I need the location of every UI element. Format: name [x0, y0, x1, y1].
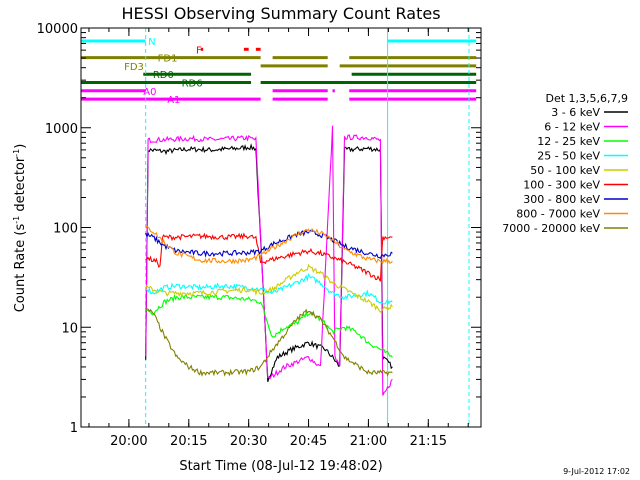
x-tick-label: 20:00	[110, 434, 147, 449]
series-line	[145, 143, 393, 382]
flag-label: F	[196, 45, 202, 56]
legend-label: 300 - 800 keV	[523, 193, 600, 206]
flag-labels: N F FD1 FD3 RD0 RD6 A0 A1	[124, 37, 203, 106]
series-line	[145, 273, 393, 305]
series-line	[145, 263, 393, 313]
y-tick-label: 10000	[37, 22, 78, 37]
timestamp: 9-Jul-2012 17:02	[563, 467, 630, 476]
y-label-exp1: -1	[12, 216, 21, 224]
y-label-exp2: -1	[12, 149, 21, 157]
flag-label: RD6	[182, 79, 203, 90]
flag-label: A1	[167, 95, 180, 106]
y-tick-label: 1000	[45, 122, 78, 137]
flag-label: FD3	[124, 62, 144, 73]
x-tick-label: 20:30	[230, 434, 267, 449]
x-tick-label: 21:15	[410, 434, 447, 449]
y-axis-label: Count Rate (s-1 detector-1)	[12, 144, 28, 313]
legend-label: 6 - 12 keV	[544, 121, 600, 134]
legend-label: 12 - 25 keV	[537, 135, 600, 148]
legend-label: 3 - 6 keV	[551, 106, 600, 119]
legend-label: 50 - 100 keV	[530, 164, 600, 177]
series-line	[145, 232, 393, 282]
x-axis-label: Start Time (08-Jul-12 19:48:02)	[179, 459, 382, 474]
series-layer	[145, 125, 393, 396]
y-label-end: )	[13, 144, 28, 149]
flag-label: A0	[143, 87, 156, 98]
flag-label: RD0	[153, 70, 174, 81]
series-line	[145, 225, 393, 265]
legend-label: 7000 - 20000 keV	[502, 222, 600, 235]
series-line	[145, 125, 393, 396]
legend-title: Det 1,3,5,6,7,9	[545, 92, 628, 105]
series-line	[145, 229, 393, 259]
legend-label: 800 - 7000 keV	[516, 208, 600, 221]
legend-label: 25 - 50 keV	[537, 150, 600, 163]
x-axis: 20:00 20:15 20:30 20:45 21:00 21:15	[88, 28, 469, 449]
series-line	[145, 308, 393, 377]
x-tick-label: 20:15	[170, 434, 207, 449]
chart-title: HESSI Observing Summary Count Rates	[121, 4, 440, 23]
flag-label: FD1	[158, 54, 178, 65]
y-label-main: Count Rate (s	[13, 224, 28, 313]
y-tick-label: 100	[53, 222, 78, 237]
x-tick-label: 20:45	[290, 434, 327, 449]
series-line	[145, 293, 393, 358]
y-axis: 1 10 100 1000 10000	[37, 22, 481, 436]
y-tick-label: 1	[70, 421, 78, 436]
flag-label: N	[148, 37, 155, 48]
flag-layer	[81, 39, 477, 101]
x-tick-label: 21:00	[350, 434, 387, 449]
y-tick-label: 10	[61, 321, 78, 336]
legend-label: 100 - 300 keV	[523, 179, 600, 192]
y-label-mid: detector	[13, 156, 28, 216]
